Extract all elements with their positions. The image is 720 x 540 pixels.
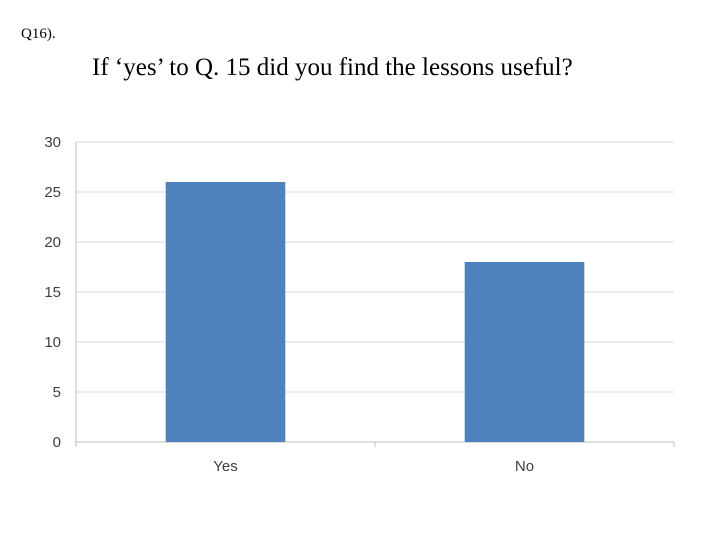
y-tick-label-0: 0 bbox=[53, 434, 61, 451]
bar-no bbox=[464, 262, 585, 442]
question-title: If ‘yes’ to Q. 15 did you find the lesso… bbox=[92, 54, 573, 81]
y-tick-label-5: 5 bbox=[53, 384, 61, 401]
x-tick-label-no: No bbox=[515, 458, 534, 475]
y-tick-label-10: 10 bbox=[44, 334, 61, 351]
y-tick-label-25: 25 bbox=[44, 184, 61, 201]
question-number: Q16). bbox=[21, 26, 56, 42]
y-tick-label-20: 20 bbox=[44, 234, 61, 251]
y-tick-label-15: 15 bbox=[44, 284, 61, 301]
y-tick-label-30: 30 bbox=[44, 134, 61, 151]
bar-yes bbox=[165, 182, 286, 442]
x-tick-label-yes: Yes bbox=[213, 458, 237, 475]
